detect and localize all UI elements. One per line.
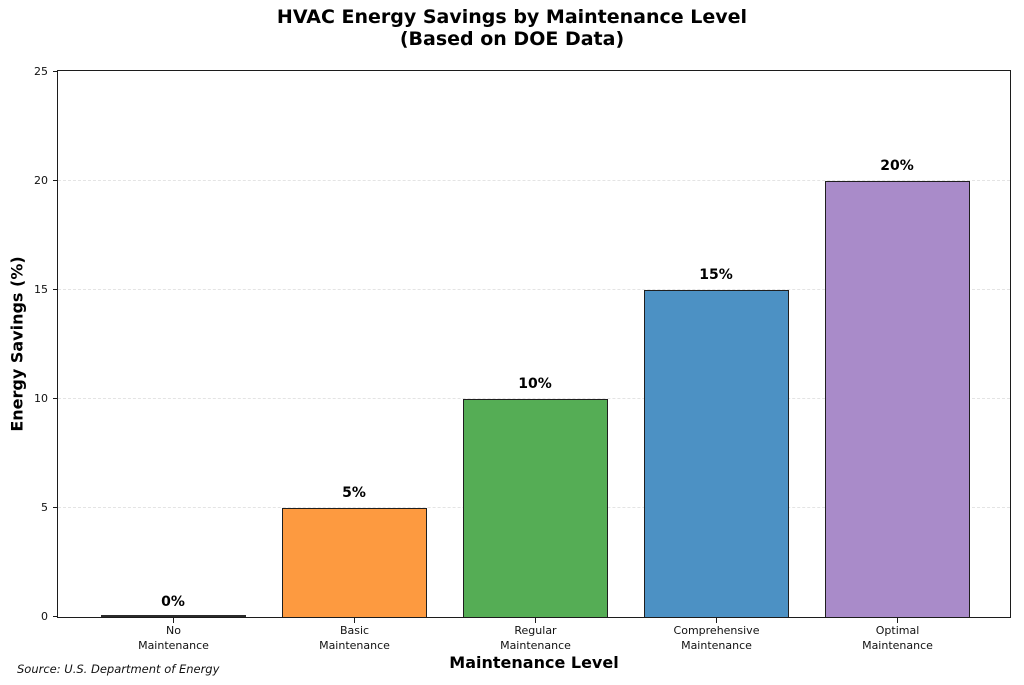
y-tick-label: 5 bbox=[41, 500, 48, 514]
y-tick-label: 15 bbox=[34, 282, 48, 296]
x-tick-mark bbox=[896, 618, 899, 623]
y-tick-mark bbox=[52, 506, 57, 509]
bar-value-label: 15% bbox=[699, 267, 733, 283]
gridline bbox=[58, 179, 1010, 181]
bar-2 bbox=[462, 399, 608, 617]
x-axis-label: Maintenance Level bbox=[449, 653, 619, 672]
y-tick-label: 20 bbox=[34, 173, 48, 187]
gridline bbox=[58, 397, 1010, 399]
y-tick-mark bbox=[52, 70, 57, 73]
x-tick-label: Basic Maintenance bbox=[319, 624, 390, 652]
x-tick-mark bbox=[534, 618, 537, 623]
y-tick-label: 10 bbox=[34, 391, 48, 405]
plot-area: 0% 5% 10% 15% 20% bbox=[57, 70, 1011, 618]
x-tick-mark bbox=[715, 618, 718, 623]
chart-title-line2: (Based on DOE Data) bbox=[399, 28, 625, 50]
bar-value-label: 0% bbox=[161, 594, 185, 610]
y-tick-mark bbox=[52, 288, 57, 291]
source-note: Source: U.S. Department of Energy bbox=[17, 662, 220, 676]
bar-3 bbox=[643, 290, 789, 617]
bar-1 bbox=[281, 508, 427, 617]
x-tick-label: Regular Maintenance bbox=[500, 624, 571, 652]
chart-title-line1: HVAC Energy Savings by Maintenance Level bbox=[276, 6, 748, 28]
y-tick-mark bbox=[52, 179, 57, 182]
bar-value-label: 20% bbox=[880, 158, 914, 174]
bar-value-label: 5% bbox=[342, 485, 366, 501]
gridline bbox=[58, 288, 1010, 290]
y-tick-label: 25 bbox=[34, 64, 48, 78]
bar-4 bbox=[824, 181, 970, 617]
y-tick-mark bbox=[52, 397, 57, 400]
y-tick-mark bbox=[52, 615, 57, 618]
bar-value-label: 10% bbox=[518, 376, 552, 392]
x-tick-label: Optimal Maintenance bbox=[862, 624, 933, 652]
chart-title: HVAC Energy Savings by Maintenance Level… bbox=[0, 6, 1024, 50]
x-tick-label: No Maintenance bbox=[138, 624, 209, 652]
bar-0 bbox=[100, 615, 246, 617]
x-tick-mark bbox=[353, 618, 356, 623]
x-tick-label: Comprehensive Maintenance bbox=[673, 624, 760, 652]
x-tick-mark bbox=[172, 618, 175, 623]
y-tick-label: 0 bbox=[41, 609, 48, 623]
